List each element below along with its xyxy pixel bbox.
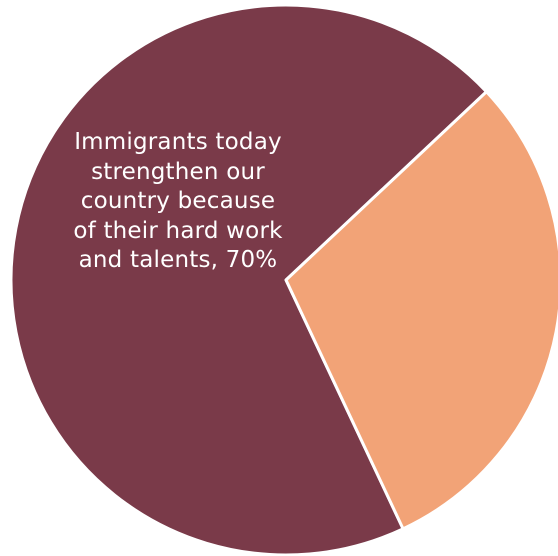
pie-slice-30 [284,90,558,531]
slice-data-label: Immigrants today strengthen our country … [73,129,283,273]
pie-slice-strengthen-70 [9,3,488,556]
